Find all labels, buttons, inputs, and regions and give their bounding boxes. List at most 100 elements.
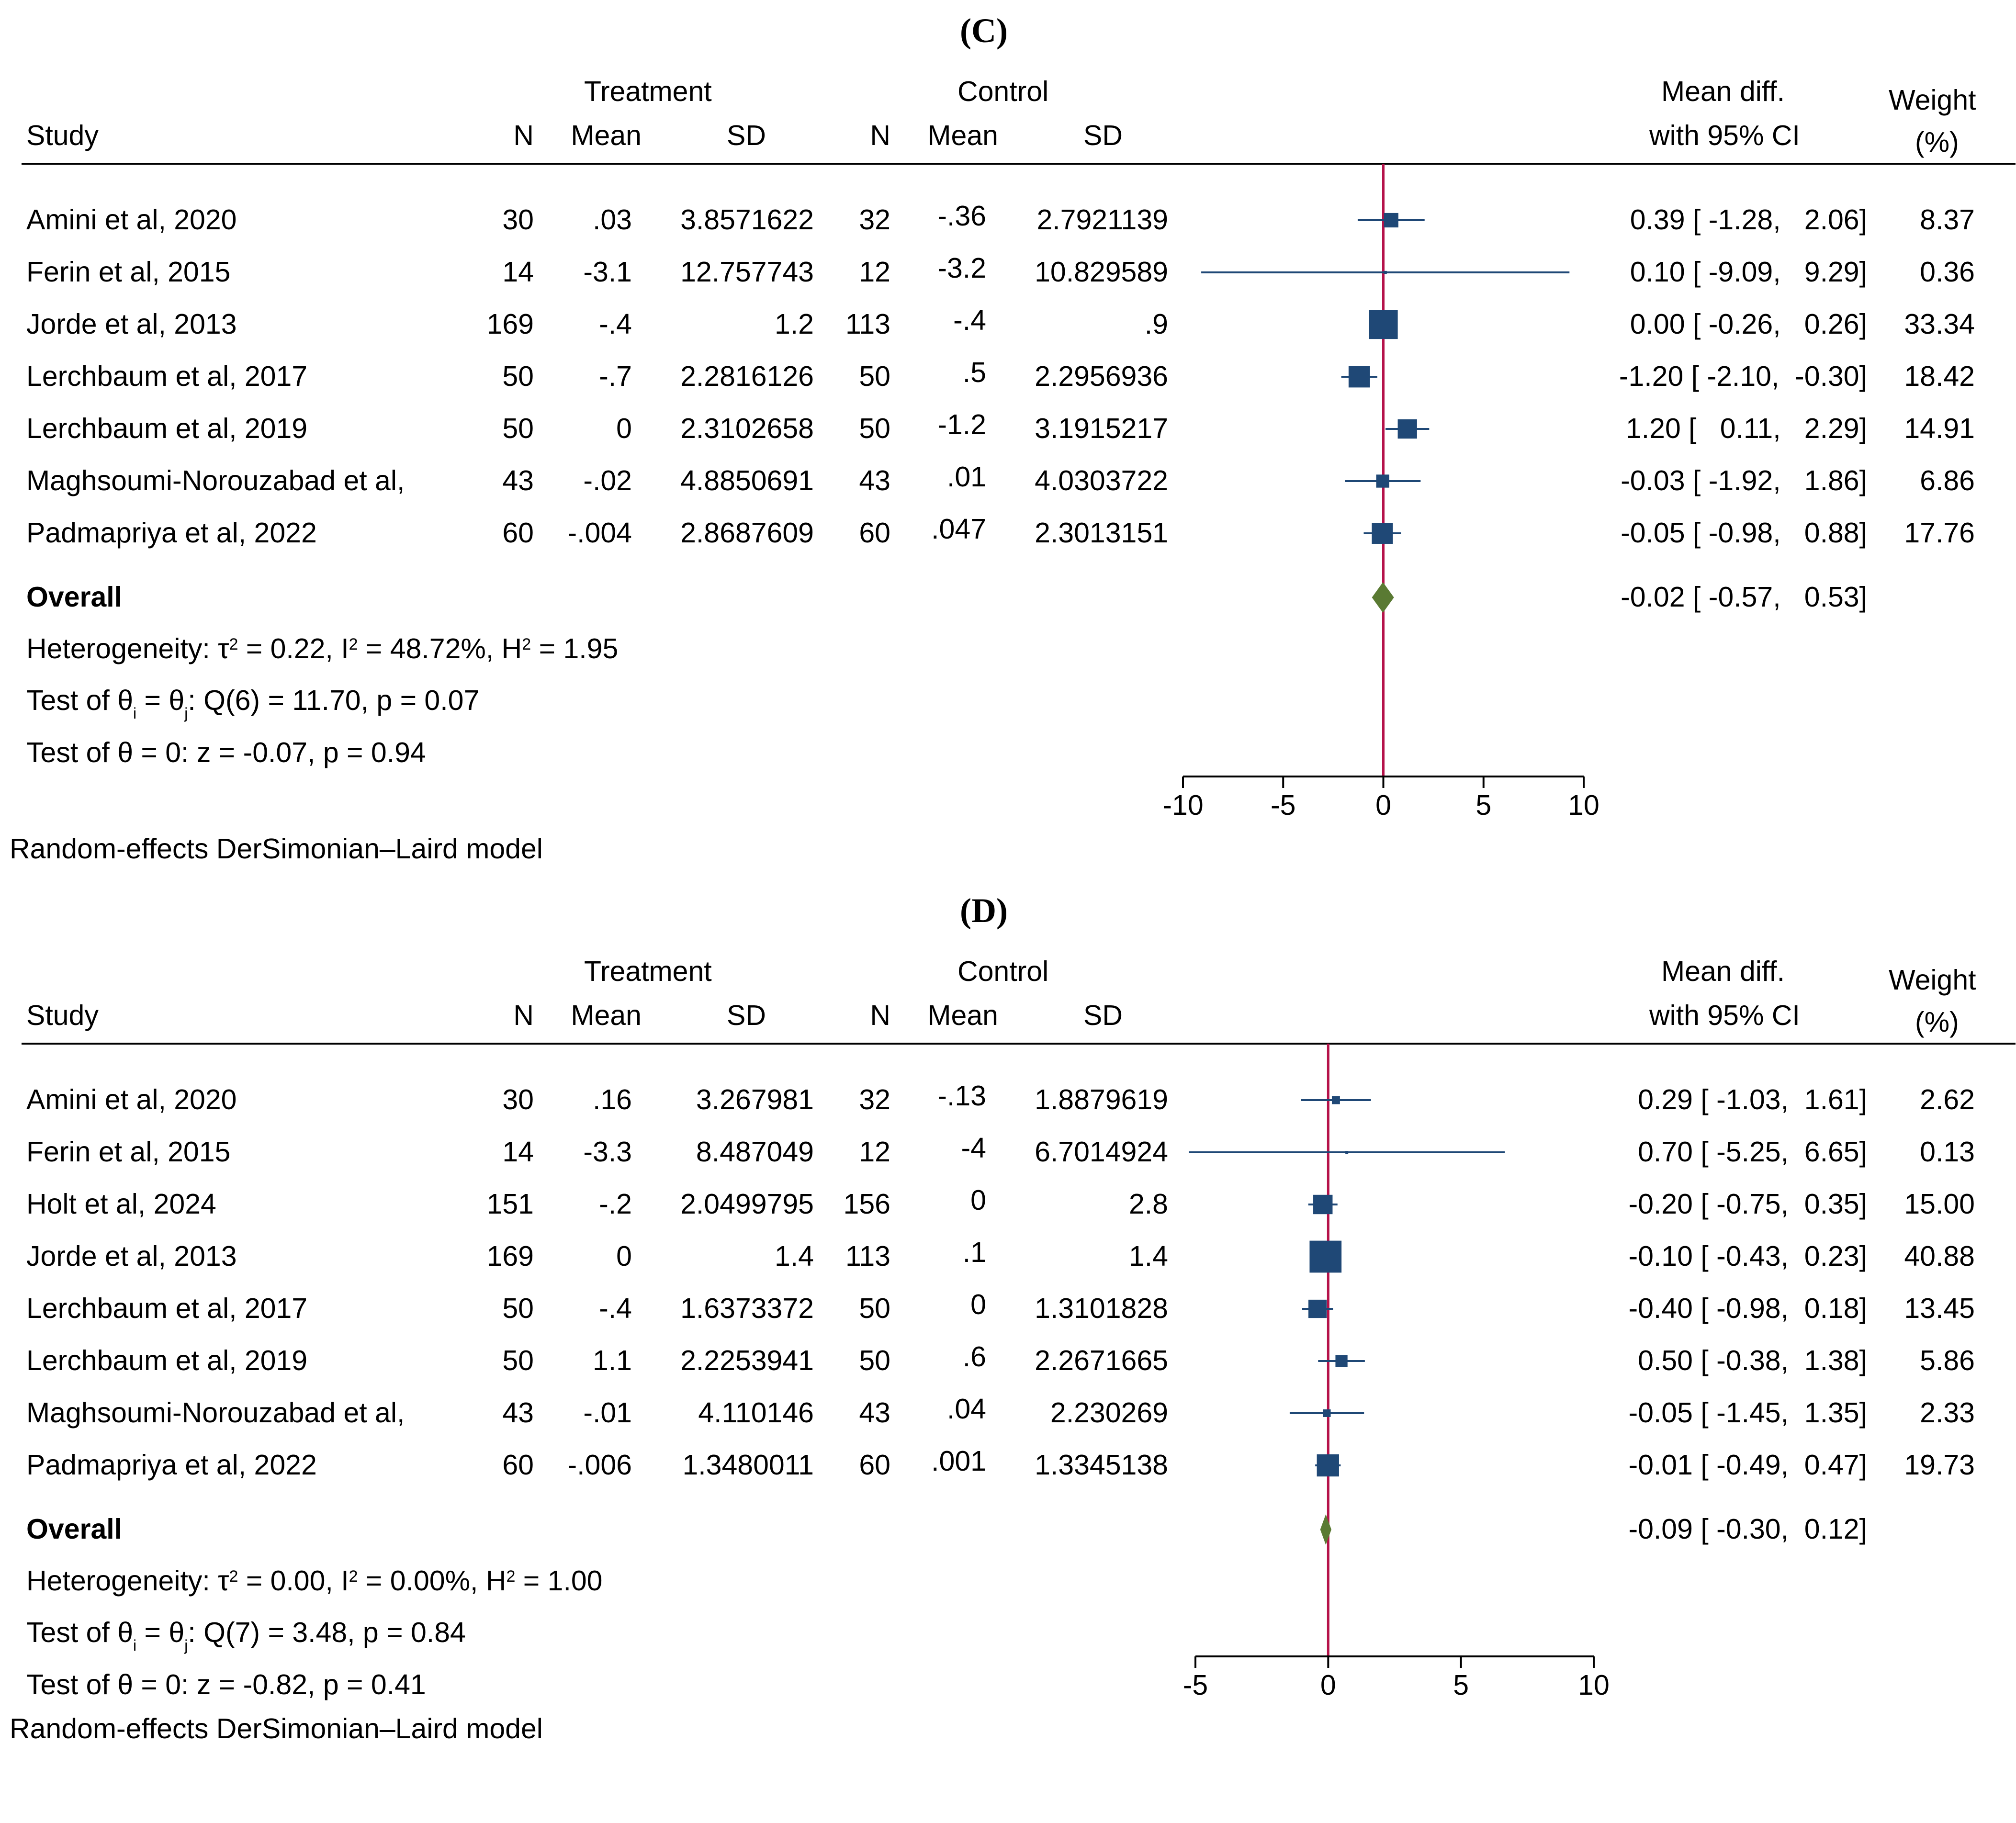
heterogeneity-stats: Heterogeneity: τ2 = 0.00, I2 = 0.00%, H2… [26,1567,602,1595]
header-treatment-n: N [513,1000,534,1031]
control-n: 12 [859,256,890,288]
sup-2: 2 [349,635,358,653]
sup-2: 2 [506,1567,516,1586]
het-i: = 48.72%, H [358,633,522,664]
sup-2: 2 [229,635,238,653]
ci-text: -0.20 [ -0.75, 0.35] [1628,1188,1867,1220]
overall-ci-text: -0.09 [ -0.30, 0.12] [1628,1513,1867,1545]
control-sd: 6.7014924 [1035,1136,1168,1168]
sub-i: i [133,1637,137,1654]
treatment-mean: -3.3 [583,1136,632,1168]
study-label: Ferin et al, 2015 [26,256,231,288]
treatment-sd: 2.2253941 [680,1345,814,1376]
sup-2: 2 [349,1567,358,1586]
header-ci: with 95% CI [1649,120,1800,151]
effect-marker [1348,366,1370,388]
het-tau: = 0.00, I [238,1565,349,1597]
sub-j: j [184,1637,188,1654]
test-q-suffix: : Q(7) = 3.48, p = 0.84 [188,1617,466,1648]
control-n: 156 [843,1188,890,1220]
weight-value: 0.36 [1920,256,1975,288]
effect-marker [1372,523,1393,544]
control-sd: 4.0303722 [1035,465,1168,496]
treatment-mean: -.01 [583,1397,632,1429]
overall-diamond [1320,1514,1331,1545]
ci-text: -0.05 [ -0.98, 0.88] [1621,517,1867,549]
treatment-n: 151 [486,1188,534,1220]
treatment-n: 43 [502,1397,534,1429]
control-n: 50 [859,360,890,392]
panel-title-D: (D) [960,891,1008,930]
control-mean: -3.2 [937,252,986,284]
weight-value: 13.45 [1904,1293,1975,1324]
control-n: 43 [859,465,890,496]
treatment-mean: -.006 [567,1449,632,1481]
overall-ci-text: -0.02 [ -0.57, 0.53] [1621,581,1867,613]
weight-value: 40.88 [1904,1240,1975,1272]
control-n: 113 [845,308,890,340]
control-mean: .6 [962,1341,986,1373]
ci-text: 1.20 [ 0.11, 2.29] [1625,413,1867,444]
weight-value: 33.34 [1904,308,1975,340]
ci-text: 0.50 [ -0.38, 1.38] [1638,1345,1867,1376]
header-mean-diff: Mean diff. [1661,76,1785,107]
study-label: Amini et al, 2020 [26,1084,237,1115]
weight-value: 17.76 [1904,517,1975,549]
header-mean-diff: Mean diff. [1661,956,1785,987]
ci-text: -0.05 [ -1.45, 1.35] [1628,1397,1867,1429]
weight-value: 5.86 [1920,1345,1975,1376]
het-prefix: Heterogeneity: τ [26,633,229,664]
study-label: Holt et al, 2024 [26,1188,216,1220]
control-sd: 2.2956936 [1035,360,1168,392]
ci-text: -0.10 [ -0.43, 0.23] [1628,1240,1867,1272]
header-control-n: N [870,1000,890,1031]
treatment-sd: 2.8687609 [680,517,814,549]
control-sd: 2.8 [1128,1188,1168,1220]
control-mean: .001 [931,1445,986,1477]
control-n: 50 [859,413,890,444]
weight-value: 14.91 [1904,413,1975,444]
header-weight: Weight [1889,84,1976,116]
control-mean: -1.2 [937,409,986,440]
treatment-n: 50 [502,1293,534,1324]
treatment-n: 60 [502,517,534,549]
control-n: 50 [859,1345,890,1376]
treatment-sd: 3.8571622 [680,204,814,236]
ci-text: 0.00 [ -0.26, 0.26] [1630,308,1867,340]
effect-marker [1313,1194,1333,1215]
study-label: Maghsoumi-Norouzabad et al, [26,1397,405,1429]
header-weight: Weight [1889,964,1976,996]
x-tick-label: 10 [1578,1669,1610,1701]
treatment-sd: 1.6373372 [680,1293,814,1324]
effect-marker [1369,310,1398,339]
x-tick-label: -5 [1271,789,1295,821]
treatment-sd: 12.757743 [680,256,814,288]
control-mean: -4 [961,1132,986,1164]
control-n: 12 [859,1136,890,1168]
treatment-sd: 2.0499795 [680,1188,814,1220]
ci-text: -0.40 [ -0.98, 0.18] [1628,1293,1867,1324]
control-mean: .1 [962,1237,986,1268]
header-treatment-mean: Mean [571,1000,642,1031]
test-q-mid: = θ [136,685,185,716]
control-mean: -.36 [937,200,986,232]
effect-marker [1345,1151,1349,1154]
header-rule [22,163,2016,165]
effect-marker [1376,474,1389,488]
header-treatment: Treatment [584,956,712,987]
treatment-mean: -3.1 [583,256,632,288]
overall-label: Overall [26,1513,123,1545]
x-tick-label: 5 [1453,1669,1469,1701]
header-weight-unit: (%) [1915,126,1959,158]
control-n: 32 [859,204,890,236]
test-q-mid: = θ [136,1617,185,1648]
weight-value: 2.33 [1920,1397,1975,1429]
header-treatment: Treatment [584,76,712,107]
model-note: Random-effects DerSimonian–Laird model [10,833,543,865]
header-control-mean: Mean [927,120,998,151]
sup-2: 2 [522,635,531,653]
effect-marker [1317,1454,1339,1477]
control-mean: -.13 [937,1080,986,1112]
test-homogeneity: Test of θi = θj: Q(7) = 3.48, p = 0.84 [26,1617,466,1654]
study-label: Lerchbaum et al, 2019 [26,1345,308,1376]
